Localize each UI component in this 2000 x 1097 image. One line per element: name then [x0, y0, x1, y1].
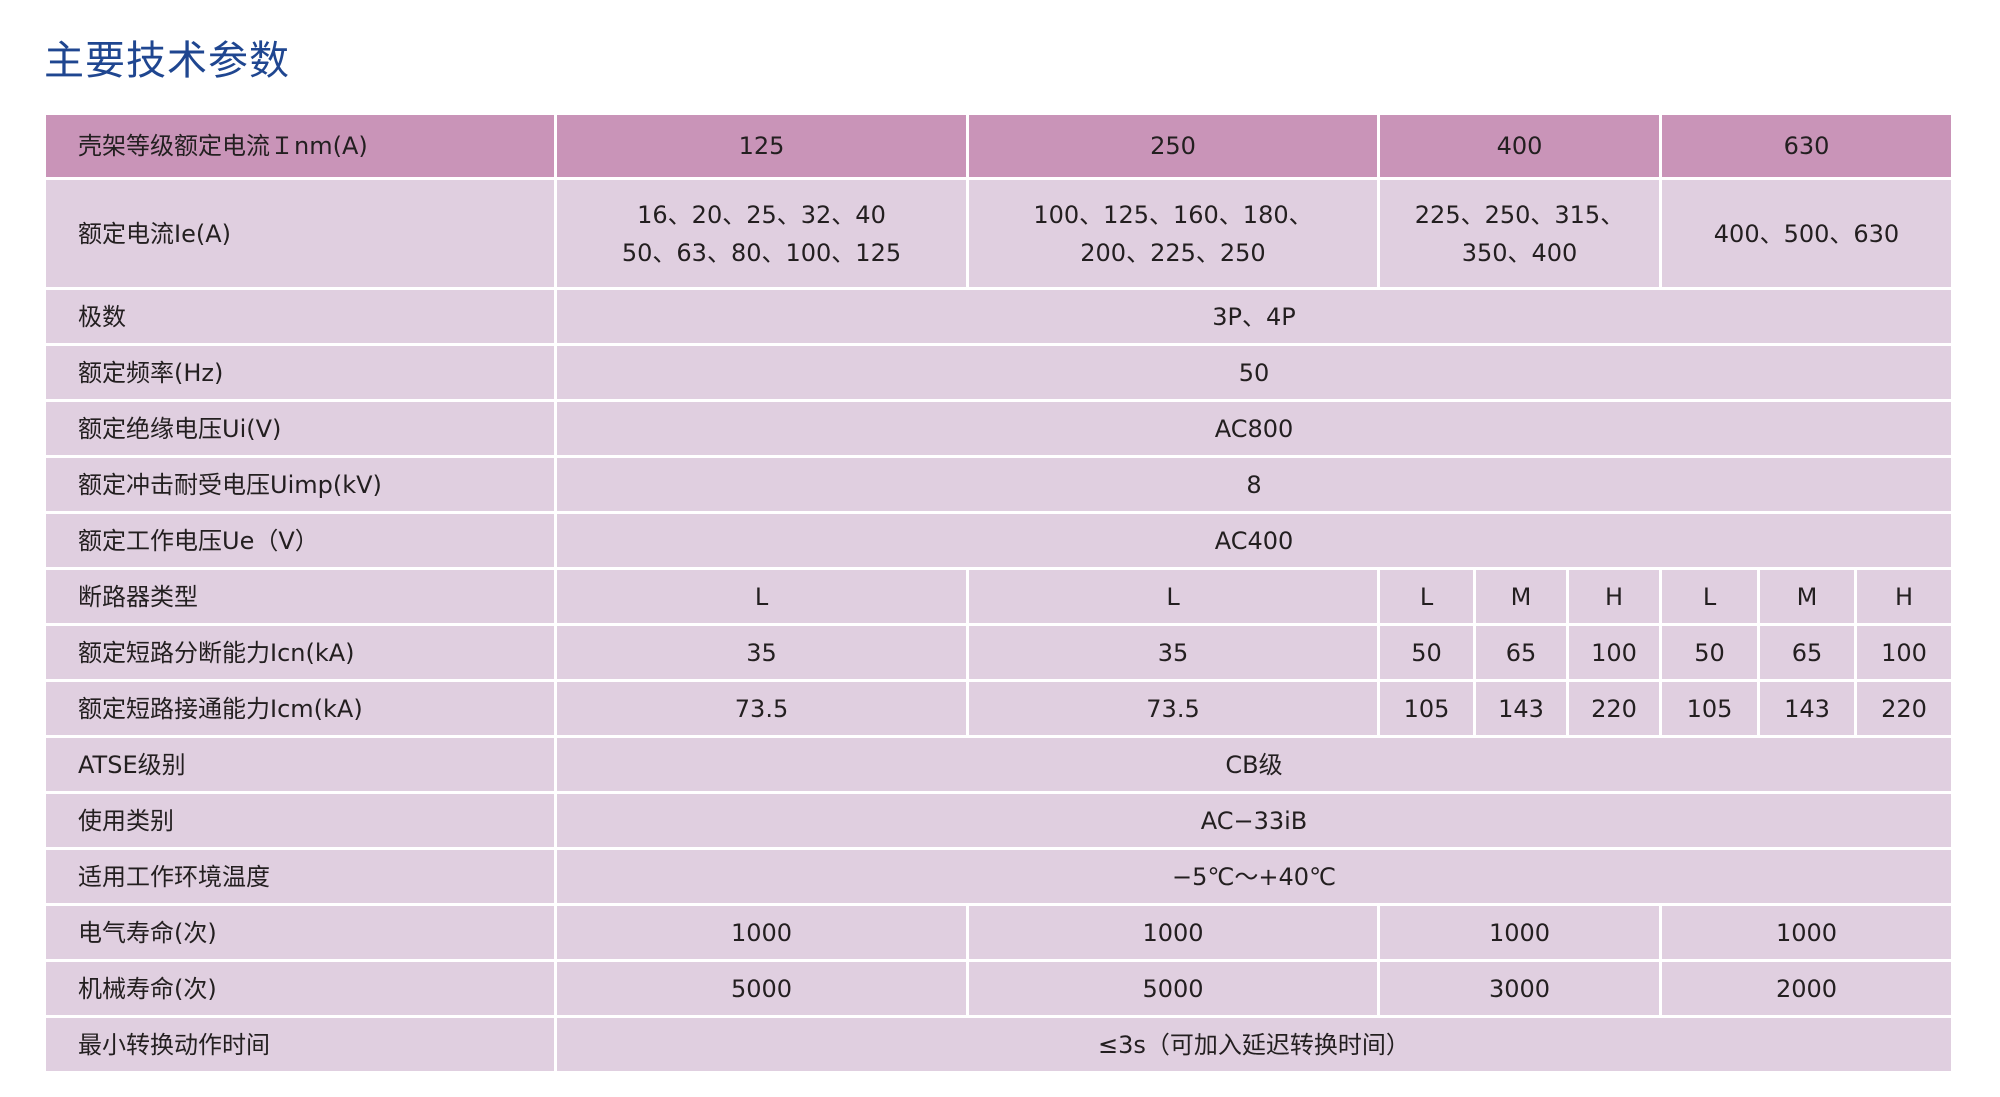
value-cell: 105 — [1380, 682, 1473, 735]
value-cell: −5℃～+40℃ — [557, 850, 1951, 903]
value-cell: 3P、4P — [557, 290, 1951, 343]
value-cell: 143 — [1476, 682, 1566, 735]
value-cell: 50 — [1380, 626, 1473, 679]
row-label: 额定频率(Hz) — [46, 346, 554, 399]
value-cell: 35 — [557, 626, 966, 679]
row-label: ATSE级别 — [46, 738, 554, 791]
value-cell: M — [1476, 570, 1566, 623]
value-cell: ≤3s（可加入延迟转换时间） — [557, 1018, 1951, 1071]
row-label: 额定电流Ie(A) — [46, 180, 554, 287]
value-cell: 73.5 — [557, 682, 966, 735]
spec-table: 壳架等级额定电流Ｉnm(A) 125 250 400 630 额定电流Ie(A) 16、20… — [46, 115, 1951, 1071]
page-title: 主要技术参数 — [44, 38, 290, 84]
value-cell: 100、125、160、180、 200、225、250 — [969, 180, 1377, 287]
row-label: 电气寿命(次) — [46, 906, 554, 959]
value-cell: 220 — [1857, 682, 1951, 735]
value-cell: 2000 — [1662, 962, 1951, 1015]
row-label: 机械寿命(次) — [46, 962, 554, 1015]
row-label: 额定短路接通能力Icm(kA) — [46, 682, 554, 735]
row-label: 额定工作电压Ue（V） — [46, 514, 554, 567]
value-cell: L — [1662, 570, 1757, 623]
row-label: 壳架等级额定电流Ｉnm(A) — [46, 115, 554, 177]
value-cell: H — [1857, 570, 1951, 623]
row-label: 额定冲击耐受电压Uimp(kV) — [46, 458, 554, 511]
value-cell: 73.5 — [969, 682, 1377, 735]
value-cell: 1000 — [1380, 906, 1659, 959]
value-cell: 65 — [1760, 626, 1854, 679]
value-cell: 1000 — [557, 906, 966, 959]
header-cell: 125 — [557, 115, 966, 177]
value-cell: L — [557, 570, 966, 623]
row-label: 最小转换动作时间 — [46, 1018, 554, 1071]
value-cell: 5000 — [557, 962, 966, 1015]
value-cell: 35 — [969, 626, 1377, 679]
value-cell: 100 — [1569, 626, 1659, 679]
value-cell: 143 — [1760, 682, 1854, 735]
value-cell: 100 — [1857, 626, 1951, 679]
value-cell: 1000 — [1662, 906, 1951, 959]
value-cell: L — [1380, 570, 1473, 623]
value-cell: AC400 — [557, 514, 1951, 567]
value-cell: AC−33iB — [557, 794, 1951, 847]
value-cell: CB级 — [557, 738, 1951, 791]
value-cell: 225、250、315、 350、400 — [1380, 180, 1659, 287]
row-label: 断路器类型 — [46, 570, 554, 623]
header-cell: 630 — [1662, 115, 1951, 177]
value-cell: AC800 — [557, 402, 1951, 455]
row-label: 极数 — [46, 290, 554, 343]
value-cell: 3000 — [1380, 962, 1659, 1015]
value-cell: M — [1760, 570, 1854, 623]
value-cell: H — [1569, 570, 1659, 623]
value-cell: 16、20、25、32、40 50、63、80、100、125 — [557, 180, 966, 287]
value-cell: 1000 — [969, 906, 1377, 959]
header-cell: 250 — [969, 115, 1377, 177]
value-cell: L — [969, 570, 1377, 623]
row-label: 额定绝缘电压Ui(V) — [46, 402, 554, 455]
value-cell: 400、500、630 — [1662, 180, 1951, 287]
value-cell: 50 — [1662, 626, 1757, 679]
value-cell: 105 — [1662, 682, 1757, 735]
row-label: 使用类别 — [46, 794, 554, 847]
value-cell: 8 — [557, 458, 1951, 511]
header-cell: 400 — [1380, 115, 1659, 177]
value-cell: 50 — [557, 346, 1951, 399]
value-cell: 65 — [1476, 626, 1566, 679]
row-label: 额定短路分断能力Icn(kA) — [46, 626, 554, 679]
value-cell: 5000 — [969, 962, 1377, 1015]
value-cell: 220 — [1569, 682, 1659, 735]
row-label: 适用工作环境温度 — [46, 850, 554, 903]
